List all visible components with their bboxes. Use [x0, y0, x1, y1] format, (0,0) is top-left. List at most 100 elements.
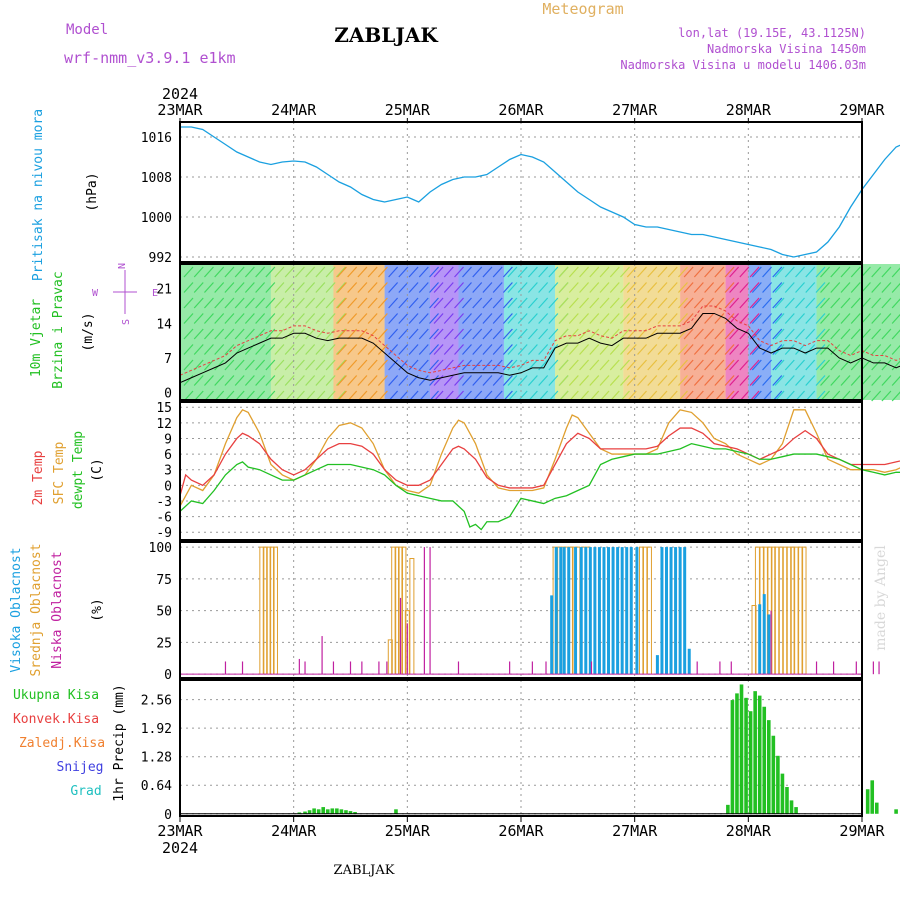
mid-cloud-bar: [793, 546, 799, 675]
wind-arrow: [683, 282, 694, 293]
x-tick-label-top: 26MAR: [498, 101, 544, 119]
wind-arrow: [492, 282, 503, 293]
wind-arrow: [558, 375, 569, 386]
wind-direction-band: [503, 264, 556, 400]
wind-arrow: [714, 282, 725, 293]
wind-arrow: [609, 344, 620, 355]
wind-arrow: [609, 359, 620, 371]
wind-arrow: [517, 375, 528, 386]
wind-arrow: [657, 297, 668, 309]
wind-arrow: [492, 266, 503, 278]
wind-arrow: [472, 344, 483, 355]
wind-arrow: [193, 297, 204, 309]
wind-arrow: [840, 375, 851, 386]
mid-cloud-bar: [774, 546, 780, 675]
high-cloud-bar: [660, 547, 664, 675]
wind-arrow: [193, 344, 204, 355]
wind-arrow: [377, 266, 388, 278]
wind-arrow: [388, 266, 399, 278]
wind-arrow: [620, 297, 630, 309]
wind-arrow: [579, 359, 590, 371]
wind-arrow: [347, 344, 358, 355]
wind-arrow: [305, 375, 316, 386]
wind-arrow: [881, 282, 892, 293]
wind-arrow: [774, 266, 785, 278]
wind-arrow: [183, 297, 194, 309]
wind-arrow: [433, 328, 444, 340]
high-cloud-bar: [655, 655, 659, 675]
wind-arrow: [429, 313, 439, 324]
wind-arrow: [637, 266, 647, 278]
wind-arrow: [429, 297, 439, 309]
wind-arrow: [657, 375, 668, 386]
high-cloud-bar: [588, 547, 592, 675]
wind-arrow: [850, 344, 861, 355]
high-cloud-bar: [593, 547, 597, 675]
wind-arrow: [795, 266, 805, 278]
wind-arrow: [714, 266, 725, 278]
year-bottom: 2024: [162, 839, 198, 857]
wind-arrow: [657, 359, 668, 371]
precip-bar: [730, 700, 735, 814]
high-cloud-bar: [762, 594, 766, 675]
wind-arrow: [881, 390, 892, 402]
wind-arrow: [579, 344, 590, 355]
wind-arrow: [183, 328, 194, 340]
wind-arrow: [527, 344, 538, 355]
wind-arrow: [507, 282, 518, 293]
wind-arrow: [335, 297, 346, 309]
wind-arrow: [820, 328, 830, 340]
wind-arrow: [749, 282, 760, 293]
wind-arrow: [204, 359, 214, 371]
wind-arrow: [367, 375, 378, 386]
year-top: 2024: [162, 85, 198, 103]
wind-arrow: [507, 328, 518, 340]
mid-cloud-bar: [398, 546, 404, 675]
mid-cloud-bar: [387, 639, 393, 675]
precip-bar: [757, 695, 762, 814]
precip-legend-item: Ukupna Kisa: [13, 688, 99, 703]
wind-arrow: [820, 313, 830, 324]
sfc-line: [179, 408, 900, 507]
wind-arrow: [398, 328, 409, 340]
wind-arrow: [305, 313, 316, 324]
wind-arrow: [820, 344, 830, 355]
high-cloud-bar: [597, 547, 601, 675]
wind-arrow: [647, 313, 658, 324]
wind-arrow: [388, 328, 399, 340]
wind-arrow: [772, 266, 783, 278]
wind-arrow: [347, 375, 358, 386]
wind-arrow: [749, 266, 760, 278]
wind-arrow: [647, 375, 658, 386]
compass-west: W: [92, 288, 99, 299]
wind-arrow: [620, 328, 630, 340]
wind-arrow: [538, 266, 549, 278]
wind-arrow: [408, 266, 419, 278]
wind-arrow: [492, 313, 503, 324]
wind-arrow: [244, 375, 255, 386]
wind-arrow: [507, 344, 518, 355]
wind-arrow: [538, 297, 549, 309]
mid-cloud-bar: [767, 546, 773, 675]
y-tick-label: -6: [156, 511, 172, 526]
wind-arrow: [294, 297, 305, 309]
wind-arrow: [482, 297, 493, 309]
precip-bar: [785, 787, 789, 814]
wind-arrow: [367, 282, 378, 293]
wind-arrow: [492, 344, 503, 355]
wind-arrow: [274, 266, 285, 278]
mid-cloud-bar: [751, 605, 757, 675]
wind-arrow: [305, 344, 316, 355]
wind-arrow: [772, 328, 783, 340]
wind-arrow: [609, 313, 620, 324]
wind-arrow: [667, 328, 678, 340]
cloud-mid-label: Srednja Oblacnost: [29, 543, 44, 676]
high-cloud-bar: [635, 547, 639, 675]
wind-arrow: [751, 328, 762, 340]
wind-arrow: [678, 282, 688, 293]
wind-arrow: [482, 313, 493, 324]
wind-arrow: [265, 344, 276, 355]
mid-cloud-bar: [269, 546, 275, 675]
wind-arrow: [429, 359, 439, 371]
